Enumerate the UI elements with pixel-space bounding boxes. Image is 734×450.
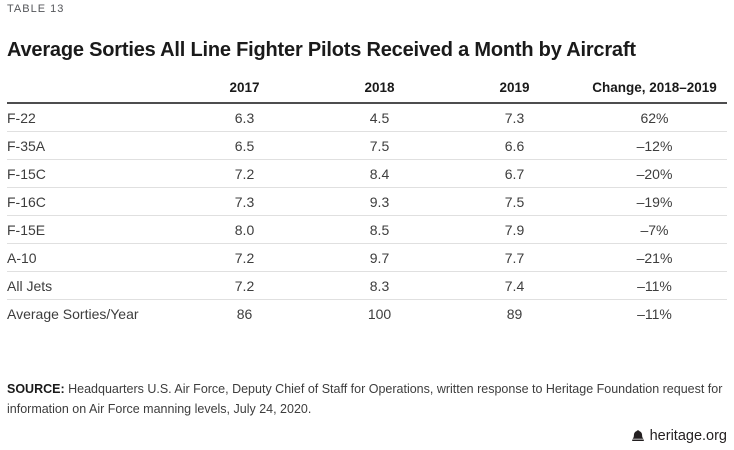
- table-row: F-16C 7.3 9.3 7.5 –19%: [7, 187, 727, 216]
- value-cell: –20%: [582, 159, 727, 188]
- value-cell: 7.2: [177, 159, 312, 188]
- aircraft-cell: All Jets: [7, 271, 177, 300]
- table-body: F-22 6.3 4.5 7.3 62% F-35A 6.5 7.5 6.6 –12% F-15C 7…: [7, 103, 727, 327]
- table-row: A-10 7.2 9.7 7.7 –21%: [7, 243, 727, 272]
- value-cell: –12%: [582, 131, 727, 160]
- value-cell: 6.7: [447, 159, 582, 188]
- value-cell: 4.5: [312, 103, 447, 132]
- value-cell: 6.3: [177, 103, 312, 132]
- aircraft-cell: F-15E: [7, 215, 177, 244]
- value-cell: 6.6: [447, 131, 582, 160]
- value-cell: –11%: [582, 271, 727, 300]
- liberty-bell-icon: [631, 429, 645, 443]
- table-row: All Jets 7.2 8.3 7.4 –11%: [7, 271, 727, 300]
- aircraft-cell: F-15C: [7, 159, 177, 188]
- value-cell: 7.2: [177, 271, 312, 300]
- aircraft-cell: F-35A: [7, 131, 177, 160]
- aircraft-cell: F-16C: [7, 187, 177, 216]
- value-cell: 7.7: [447, 243, 582, 272]
- table-row: F-35A 6.5 7.5 6.6 –12%: [7, 131, 727, 160]
- source-text: Headquarters U.S. Air Force, Deputy Chie…: [7, 381, 723, 416]
- value-cell: 8.3: [312, 271, 447, 300]
- value-cell: 7.5: [447, 187, 582, 216]
- column-header: 2019: [447, 80, 582, 104]
- value-cell: 100: [367, 305, 392, 322]
- column-header: 2018: [312, 80, 447, 104]
- value-cell: –19%: [582, 187, 727, 216]
- aircraft-cell: F-22: [7, 103, 177, 132]
- value-cell: 7.3: [447, 103, 582, 132]
- footer-site-link[interactable]: heritage.org: [649, 428, 727, 444]
- aircraft-cell: A-10: [7, 243, 177, 272]
- source-note: SOURCE: Headquarters U.S. Air Force, Dep…: [7, 379, 723, 419]
- table-row: F-22 6.3 4.5 7.3 62%: [7, 103, 727, 132]
- value-cell: –21%: [582, 243, 727, 272]
- value-cell: –7%: [582, 215, 727, 244]
- value-cell: 62%: [582, 103, 727, 132]
- value-cell: 7.2: [177, 243, 312, 272]
- value-cell: 6.5: [177, 131, 312, 160]
- source-label: SOURCE:: [7, 381, 65, 396]
- footer-brand[interactable]: heritage.org: [631, 428, 727, 444]
- table-number-label: TABLE 13: [7, 3, 65, 15]
- table-row: F-15E 8.0 8.5 7.9 –7%: [7, 215, 727, 244]
- page-title: Average Sorties All Line Fighter Pilots …: [7, 39, 636, 62]
- column-header: 2017: [177, 80, 312, 104]
- value-cell: 8.5: [312, 215, 447, 244]
- table-header-row: 2017 2018 2019 Change, 2018–2019: [7, 80, 727, 104]
- table-row: F-15C 7.2 8.4 6.7 –20%: [7, 159, 727, 188]
- value-cell: 7.9: [447, 215, 582, 244]
- value-cell: 8.0: [177, 215, 312, 244]
- aircraft-column-header: [7, 80, 177, 104]
- sorties-table: 2017 2018 2019 Change, 2018–2019 F-22 6.3 4.5…: [7, 80, 727, 327]
- value-cell: 8.4: [312, 159, 447, 188]
- value-cell: 7.3: [177, 187, 312, 216]
- value-cell: 86: [236, 305, 253, 322]
- value-cell: –11%: [637, 305, 672, 322]
- table-row: Average Sorties/Year 86 100 89 –11%: [7, 300, 727, 328]
- column-header: Change, 2018–2019: [582, 80, 727, 104]
- value-cell: 89: [506, 305, 523, 322]
- value-cell: 7.4: [447, 271, 582, 300]
- value-cell: 9.7: [312, 243, 447, 272]
- value-cell: 7.5: [312, 131, 447, 160]
- aircraft-cell: Average Sorties/Year: [7, 305, 139, 322]
- table-header: 2017 2018 2019 Change, 2018–2019: [7, 80, 727, 104]
- value-cell: 9.3: [312, 187, 447, 216]
